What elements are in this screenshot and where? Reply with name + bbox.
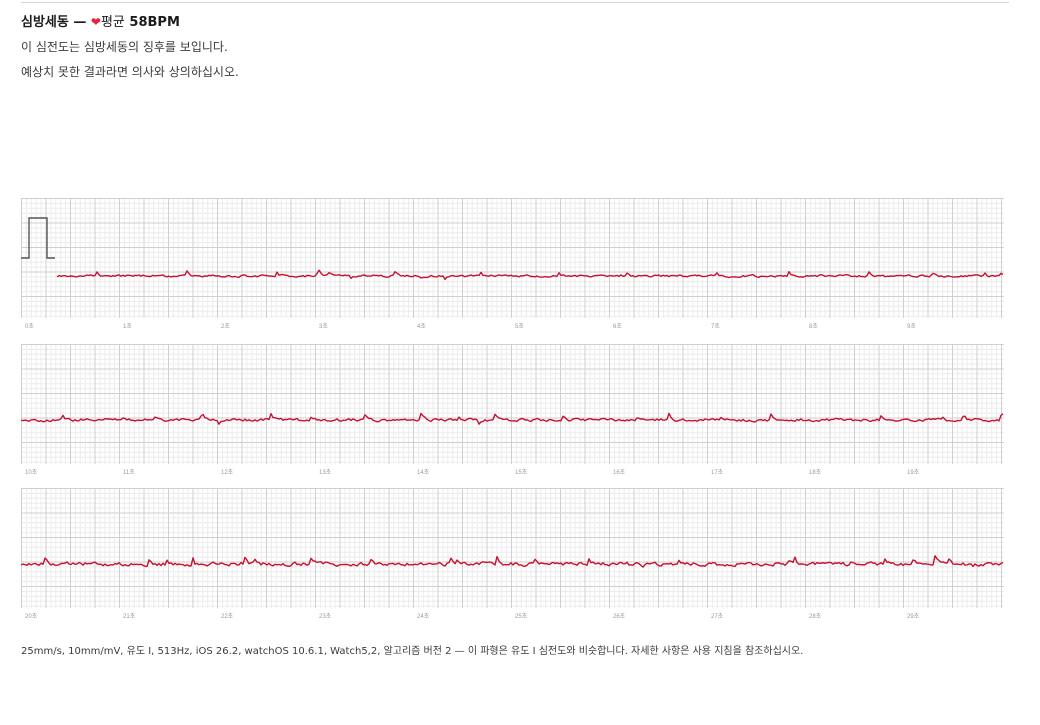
top-divider	[21, 2, 1009, 3]
recording-details-footer: 25mm/s, 10mm/mV, 유도 I, 513Hz, iOS 26.2, …	[21, 646, 804, 657]
time-tick-label: 10초	[25, 469, 38, 474]
time-tick-label: 8초	[809, 323, 818, 328]
ecg-major-grid	[21, 344, 1004, 464]
time-tick-label: 5초	[515, 323, 524, 328]
classification-label: 심방세동 —	[21, 15, 87, 30]
average-bpm: 58BPM	[129, 15, 180, 30]
ecg-trace	[56, 269, 1004, 281]
ecg-strip-2: 10초 11초 12초 13초 14초 15초 16초 17초 18초 19초	[21, 344, 1004, 474]
time-tick-label: 23초	[319, 613, 332, 618]
time-tick-label: 9초	[907, 323, 916, 328]
ecg-strip-3-chart: 20초 21초 22초 23초 24초 25초 26초 27초 28초 29초	[21, 488, 1004, 618]
time-tick-label: 24초	[417, 613, 430, 618]
time-tick-label: 0초	[25, 323, 34, 328]
classification-title: 심방세동 — ❤평균 58BPM	[21, 13, 239, 32]
time-tick-label: 15초	[515, 469, 528, 474]
time-tick-label: 18초	[809, 469, 822, 474]
time-tick-label: 26초	[613, 613, 626, 618]
time-tick-label: 13초	[319, 469, 332, 474]
time-tick-label: 12초	[221, 469, 234, 474]
average-label: 평균	[100, 15, 125, 30]
time-tick-label: 14초	[417, 469, 430, 474]
time-tick-label: 11초	[123, 469, 135, 474]
time-tick-label: 6초	[613, 323, 622, 328]
time-tick-label: 28초	[809, 613, 822, 618]
ecg-major-grid	[21, 488, 1004, 608]
ecg-strip-3: 20초 21초 22초 23초 24초 25초 26초 27초 28초 29초	[21, 488, 1004, 618]
ecg-trace	[21, 412, 1004, 425]
time-tick-label: 4초	[417, 323, 426, 328]
time-tick-label: 22초	[221, 613, 234, 618]
heart-icon: ❤	[90, 15, 101, 29]
calibration-pulse	[21, 217, 55, 259]
time-tick-label: 20초	[25, 613, 38, 618]
time-tick-label: 25초	[515, 613, 528, 618]
ecg-strip-1-chart: 0초 1초 2초 3초 4초 5초 6초 7초 8초 9초	[21, 198, 1004, 328]
ecg-trace	[21, 555, 1004, 568]
time-tick-label: 27초	[711, 613, 724, 618]
time-tick-label: 21초	[123, 613, 136, 618]
time-tick-label: 1초	[123, 323, 132, 328]
time-tick-label: 19초	[907, 469, 920, 474]
time-tick-label: 7초	[711, 323, 720, 328]
ecg-strip-2-chart: 10초 11초 12초 13초 14초 15초 16초 17초 18초 19초	[21, 344, 1004, 474]
ecg-summary-header: 심방세동 — ❤평균 58BPM 이 심전도는 심방세동의 징후를 보입니다. …	[21, 13, 239, 81]
ecg-strip-1: 0초 1초 2초 3초 4초 5초 6초 7초 8초 9초	[21, 198, 1004, 328]
time-tick-label: 29초	[907, 613, 920, 618]
time-tick-label: 3초	[319, 323, 328, 328]
time-tick-label: 17초	[711, 469, 724, 474]
classification-description: 이 심전도는 심방세동의 징후를 보입니다.	[21, 40, 228, 54]
time-tick-label: 2초	[221, 323, 230, 328]
consult-doctor-note: 예상치 못한 결과라면 의사와 상의하십시오.	[21, 65, 239, 79]
ecg-major-grid	[21, 198, 1004, 318]
time-tick-label: 16초	[613, 469, 626, 474]
